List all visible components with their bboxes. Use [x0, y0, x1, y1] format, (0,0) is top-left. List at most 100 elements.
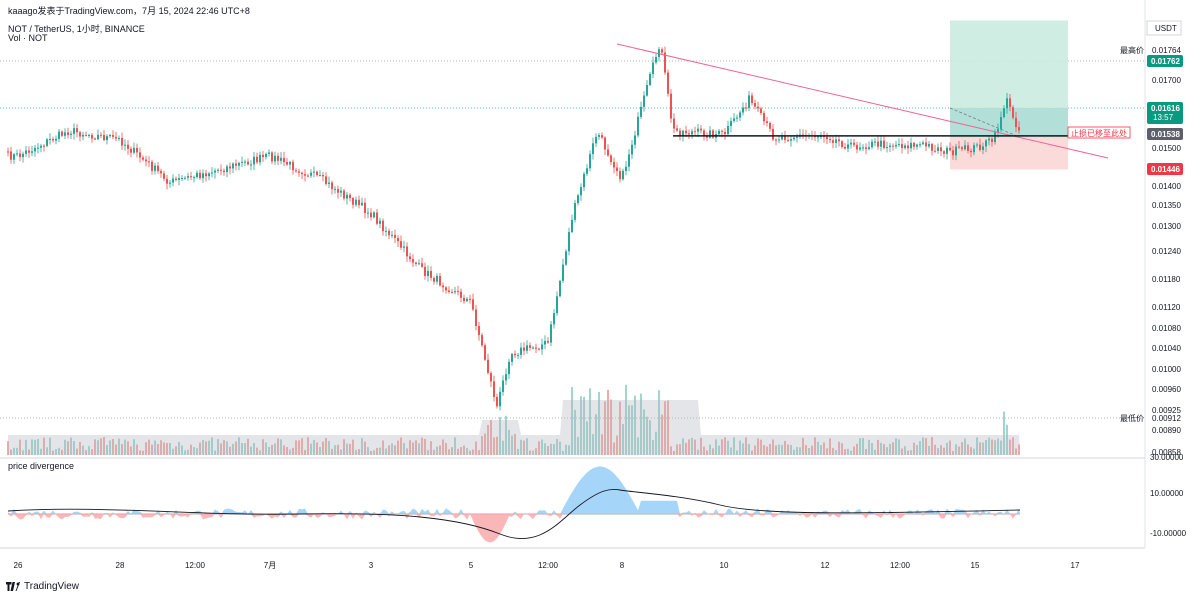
candle-body — [526, 345, 528, 351]
candle-body — [226, 166, 228, 173]
candle-body — [334, 188, 336, 190]
loss-zone — [950, 137, 1068, 170]
candle-body — [253, 156, 255, 165]
candle-body — [913, 142, 915, 147]
symbol-line[interactable]: NOT / TetherUS, 1小时, BINANCE — [8, 24, 145, 34]
volume-bar — [154, 440, 156, 455]
volume-bar — [835, 450, 837, 455]
volume-bar — [889, 443, 891, 455]
volume-bar — [256, 447, 258, 455]
candle-body — [370, 212, 372, 218]
volume-bar — [190, 444, 192, 455]
volume-bar — [22, 450, 24, 455]
candle-body — [598, 135, 600, 137]
volume-bar — [1000, 440, 1002, 455]
target-value: 0.01762 — [1151, 57, 1180, 66]
candle-body — [142, 157, 144, 160]
candle-body — [886, 147, 888, 149]
candle-body — [172, 178, 174, 183]
candle-body — [709, 130, 711, 138]
candle-body — [517, 354, 519, 356]
candle-body — [61, 131, 63, 136]
candle-body — [79, 132, 81, 137]
volume-bar — [718, 445, 720, 455]
volume-bar — [340, 449, 342, 455]
volume-bar — [433, 449, 435, 455]
volume-bar — [430, 441, 432, 455]
volume-bar — [613, 442, 615, 455]
volume-bar — [646, 416, 648, 455]
volume-bar — [472, 449, 474, 455]
candle-body — [832, 140, 834, 143]
volume-bar — [232, 443, 234, 455]
candle-body — [229, 166, 231, 169]
candle-body — [310, 172, 312, 176]
candle-body — [985, 140, 987, 147]
volume-bar — [838, 441, 840, 455]
volume-bar — [166, 443, 168, 455]
volume-bar — [580, 396, 582, 455]
candle-body — [220, 169, 222, 171]
volume-bar — [463, 445, 465, 455]
candle-body — [208, 173, 210, 177]
candle-body — [982, 146, 984, 150]
candle-body — [874, 141, 876, 143]
candle-body — [757, 106, 759, 109]
candle-body — [994, 132, 996, 142]
volume-bar — [277, 438, 279, 455]
candle-body — [376, 212, 378, 224]
candle-body — [919, 144, 921, 146]
volume-bar — [550, 443, 552, 455]
candle-body — [604, 137, 606, 150]
candle-body — [427, 270, 429, 277]
candle-body — [670, 93, 672, 119]
candle-body — [856, 144, 858, 150]
volume-bar — [202, 440, 204, 455]
volume-bar — [598, 392, 600, 455]
candle-body — [988, 138, 990, 141]
candle-body — [703, 130, 705, 136]
candle-body — [697, 128, 699, 132]
volume-bar — [454, 437, 456, 455]
candle-body — [181, 178, 183, 180]
volume-bar — [760, 439, 762, 455]
price-tick: 0.00890 — [1152, 426, 1181, 435]
candle-body — [436, 275, 438, 282]
volume-bar — [739, 440, 741, 455]
candle-body — [343, 190, 345, 199]
volume-ma-area — [8, 400, 1020, 455]
volume-bar — [457, 448, 459, 455]
volume-bar — [418, 443, 420, 455]
volume-bar — [532, 450, 534, 455]
candle-body — [214, 170, 216, 173]
candle-body — [397, 237, 399, 242]
candle-body — [268, 152, 270, 154]
volume-bar — [103, 437, 105, 455]
volume-bar — [337, 444, 339, 455]
candle-body — [667, 72, 669, 94]
stop-note: 止损已移至此处 — [1071, 128, 1127, 138]
volume-bar — [907, 450, 909, 455]
indicator-label[interactable]: price divergence — [8, 461, 75, 471]
volume-bar — [997, 438, 999, 455]
candle-body — [628, 154, 630, 167]
candle-body — [940, 147, 942, 152]
volume-bar — [484, 433, 486, 455]
candle-body — [25, 150, 27, 154]
tradingview-brand[interactable]: TradingView — [6, 581, 79, 592]
volume-bar — [499, 417, 501, 455]
candle-body — [400, 241, 402, 248]
volume-bar — [619, 401, 621, 455]
candle-body — [349, 194, 351, 199]
candle-body — [607, 149, 609, 156]
candle-body — [139, 152, 141, 158]
candle-body — [460, 291, 462, 298]
stop-value-box — [1147, 163, 1183, 175]
volume-bar — [640, 393, 642, 455]
price-tick: 0.00960 — [1152, 385, 1181, 394]
currency-box — [1146, 20, 1182, 36]
volume-bar — [520, 439, 522, 455]
candle-body — [328, 182, 330, 184]
candle-body — [646, 85, 648, 96]
volume-label[interactable]: Vol · NOT — [8, 33, 48, 43]
